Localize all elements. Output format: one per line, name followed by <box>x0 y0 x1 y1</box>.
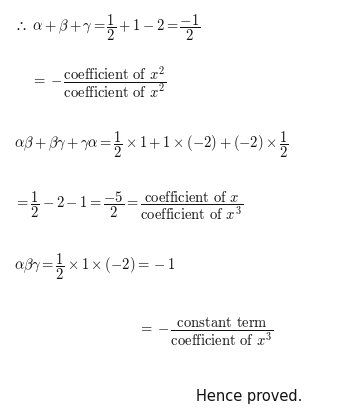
Text: $\alpha\beta\gamma = \dfrac{1}{2} \times 1 \times (-2) = -1$: $\alpha\beta\gamma = \dfrac{1}{2} \times… <box>14 252 175 282</box>
Text: $\alpha\beta + \beta\gamma + \gamma\alpha = \dfrac{1}{2} \times 1 + 1 \times (-2: $\alpha\beta + \beta\gamma + \gamma\alph… <box>14 130 289 160</box>
Text: $= \dfrac{1}{2} - 2 - 1 = \dfrac{-5}{2} = \dfrac{\text{coefficient of } x}{\text: $= \dfrac{1}{2} - 2 - 1 = \dfrac{-5}{2} … <box>14 189 243 222</box>
Text: Hence proved.: Hence proved. <box>196 389 302 404</box>
Text: $= -\dfrac{\text{constant term}}{\text{coefficient of } x^3}$: $= -\dfrac{\text{constant term}}{\text{c… <box>138 316 273 348</box>
Text: $\therefore\ \alpha + \beta + \gamma = \dfrac{1}{2} + 1 - 2 = \dfrac{-1}{2}$: $\therefore\ \alpha + \beta + \gamma = \… <box>14 12 200 42</box>
Text: $= -\dfrac{\text{coefficient of } x^2}{\text{coefficient of } x^2}$: $= -\dfrac{\text{coefficient of } x^2}{\… <box>31 64 166 100</box>
